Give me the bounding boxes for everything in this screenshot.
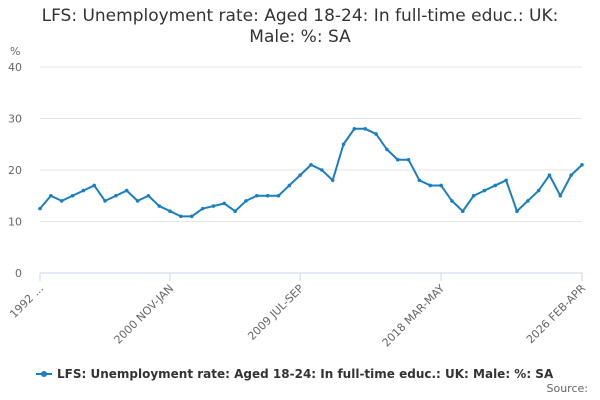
point — [254, 193, 259, 198]
point — [428, 183, 433, 188]
point — [49, 193, 53, 198]
point — [547, 173, 552, 177]
chart-title: LFS: Unemployment rate: Aged 18-24: In f… — [41, 6, 559, 47]
legend-label: LFS: Unemployment rate: Aged 18-24: In f… — [57, 367, 554, 381]
point — [580, 163, 584, 167]
point — [385, 147, 389, 152]
point — [70, 193, 75, 198]
y-tick-label: 40 — [8, 61, 22, 74]
point — [558, 193, 563, 198]
point — [374, 132, 378, 136]
point — [460, 209, 465, 213]
point — [352, 127, 357, 131]
point — [471, 193, 476, 198]
point — [135, 199, 140, 203]
point — [406, 157, 411, 162]
point — [114, 193, 118, 198]
x-tick-label: 1992 ... — [7, 282, 46, 321]
point — [504, 178, 508, 183]
x-tick-label: 2018 MAR-MAY — [380, 282, 448, 350]
y-tick-label: 20 — [8, 164, 22, 177]
point — [92, 183, 96, 188]
series-line — [39, 127, 583, 218]
point — [59, 199, 64, 203]
point — [222, 201, 227, 206]
x-tick-label: 2026 FEB-APR — [524, 282, 588, 346]
point — [536, 188, 541, 193]
point — [200, 206, 205, 211]
point — [320, 168, 324, 172]
point — [515, 209, 519, 213]
point — [233, 209, 237, 213]
point — [146, 193, 151, 198]
point — [81, 188, 86, 193]
point — [450, 199, 454, 203]
point — [395, 157, 400, 162]
point — [482, 188, 487, 193]
y-tick-label: 0 — [15, 267, 22, 280]
point — [211, 204, 216, 208]
point — [168, 209, 172, 213]
y-tick-label: 10 — [8, 216, 22, 229]
point — [189, 214, 194, 219]
point — [179, 214, 183, 219]
x-tick-label: 2009 JUL-SEP — [245, 282, 306, 343]
point — [157, 204, 162, 208]
point — [439, 183, 443, 188]
point — [287, 183, 292, 188]
point — [265, 193, 270, 198]
point — [309, 163, 313, 167]
point — [38, 206, 42, 211]
point — [363, 127, 368, 131]
source: Source: — [547, 382, 589, 395]
point — [276, 193, 281, 198]
point — [417, 178, 422, 183]
y-tick-label: 30 — [8, 113, 22, 126]
point — [569, 173, 573, 177]
point — [244, 199, 248, 203]
point — [330, 178, 335, 183]
point — [341, 142, 346, 147]
point — [493, 183, 498, 188]
x-tick-label: 2000 NOV-JAN — [112, 282, 177, 347]
point — [298, 173, 302, 177]
point — [526, 199, 530, 203]
point — [124, 188, 129, 193]
y-axis-label: % — [10, 45, 20, 58]
point — [103, 199, 107, 203]
legend-marker — [41, 371, 47, 377]
